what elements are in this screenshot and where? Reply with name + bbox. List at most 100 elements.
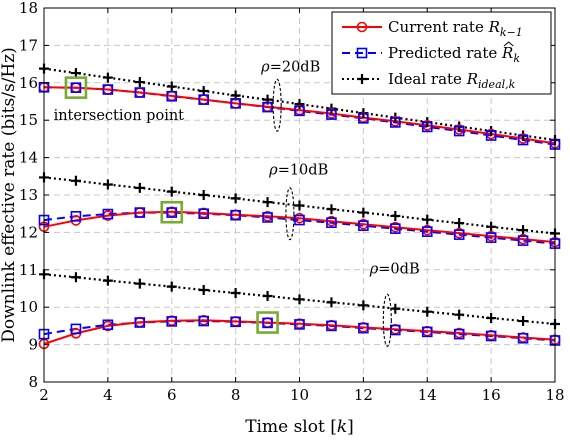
legend-hat	[503, 41, 514, 47]
ideal-point	[358, 300, 369, 311]
predicted-point	[517, 332, 529, 344]
predicted-point	[326, 320, 337, 332]
ideal-point	[326, 297, 337, 308]
annotation-label: ρ=0dB	[369, 262, 420, 278]
predicted-point	[453, 125, 465, 137]
legend-marker-current	[356, 21, 368, 33]
predicted-point	[102, 208, 114, 220]
annotation-ellipse	[285, 187, 295, 241]
ideal-line	[43, 67, 556, 142]
x-axis-label: Time slot [k]	[245, 417, 354, 437]
predicted-point	[70, 82, 82, 93]
predicted-point	[166, 316, 178, 327]
predicted-point	[390, 223, 401, 234]
predicted-point	[166, 90, 178, 102]
ideal-point	[518, 225, 529, 236]
ideal-line	[43, 176, 556, 235]
annotation-ellipse	[272, 78, 282, 132]
series-group	[38, 269, 561, 350]
y-tick-label: 16	[19, 74, 38, 92]
current-line	[43, 210, 556, 244]
ideal-point	[70, 272, 81, 283]
y-tick-label: 11	[19, 261, 38, 279]
predicted-point	[485, 232, 497, 243]
ideal-point	[262, 290, 273, 301]
x-tick-label: 10	[290, 386, 309, 404]
ideal-point	[166, 186, 177, 197]
ideal-point	[486, 221, 497, 232]
predicted-point	[262, 212, 273, 223]
series-group	[38, 172, 561, 249]
y-tick-label: 17	[19, 36, 38, 54]
predicted-point	[166, 207, 178, 218]
predicted-point	[294, 319, 305, 330]
predicted-point	[485, 130, 497, 141]
x-tick-label: 6	[167, 386, 177, 404]
predicted-point	[102, 319, 114, 331]
annotation-label: ρ=20dB	[260, 60, 320, 76]
ideal-point	[390, 303, 401, 314]
legend-label-current: Current rate Rk−1	[388, 18, 523, 39]
y-tick-label: 12	[19, 223, 38, 241]
predicted-point	[134, 317, 146, 328]
ideal-point	[518, 316, 529, 327]
predicted-point	[70, 211, 82, 222]
current-line	[43, 319, 556, 345]
ideal-point	[134, 182, 145, 193]
annotation-label: intersection point	[54, 108, 185, 124]
ideal-point	[198, 284, 209, 295]
predicted-point	[198, 208, 209, 219]
ideal-point	[70, 175, 81, 186]
predicted-point	[262, 101, 273, 113]
legend-marker-predicted	[356, 47, 368, 59]
x-tick-label: 2	[39, 386, 49, 404]
ideal-point	[422, 306, 433, 317]
x-tick-label: 14	[418, 386, 437, 404]
y-tick-label: 9	[28, 336, 38, 354]
x-tick-label: 12	[354, 386, 373, 404]
predicted-point	[421, 121, 433, 133]
ideal-point	[294, 200, 305, 211]
predicted-point	[134, 207, 146, 218]
x-tick-label: 18	[545, 386, 564, 404]
y-tick-label: 10	[19, 298, 38, 316]
x-tick-label: 8	[231, 386, 241, 404]
predicted-point	[421, 326, 433, 338]
predicted-point	[294, 105, 305, 117]
predicted-point	[102, 84, 114, 95]
ideal-point	[230, 287, 241, 298]
ideal-point	[166, 81, 177, 92]
predicted-point	[517, 235, 529, 246]
y-tick-label: 18	[19, 0, 38, 17]
ideal-point	[166, 281, 177, 292]
predicted-point	[230, 98, 241, 109]
predicted-point	[198, 315, 209, 327]
predicted-point	[390, 324, 401, 336]
ticks-layer: 2 4 6 8 10 12 14 16 18 8 9 10 11 12 13 14 15 16 17 18	[19, 0, 565, 404]
ideal-point	[390, 210, 401, 221]
legend-label-ideal: Ideal rate Rideal,k	[388, 70, 516, 91]
predicted-point	[134, 87, 146, 98]
y-tick-label: 15	[19, 111, 38, 129]
ideal-point	[358, 207, 369, 218]
annotation-label: ρ=10dB	[268, 162, 328, 178]
predicted-point	[453, 328, 465, 340]
predicted-point	[453, 229, 465, 240]
predicted-point	[421, 226, 433, 237]
predicted-point	[230, 209, 241, 221]
intersection-marker	[64, 76, 88, 99]
intersection-marker	[256, 311, 279, 334]
ideal-point	[294, 294, 305, 305]
current-line	[43, 86, 556, 145]
predicted-point	[294, 214, 305, 226]
y-tick-label: 8	[28, 373, 38, 391]
ideal-point	[294, 99, 305, 110]
intersection-marker	[160, 200, 184, 224]
ideal-point	[326, 204, 337, 215]
predicted-point	[358, 220, 369, 231]
y-tick-label: 14	[19, 149, 38, 167]
ideal-point	[102, 275, 113, 286]
predicted-point	[262, 317, 273, 329]
ideal-point	[262, 197, 273, 208]
